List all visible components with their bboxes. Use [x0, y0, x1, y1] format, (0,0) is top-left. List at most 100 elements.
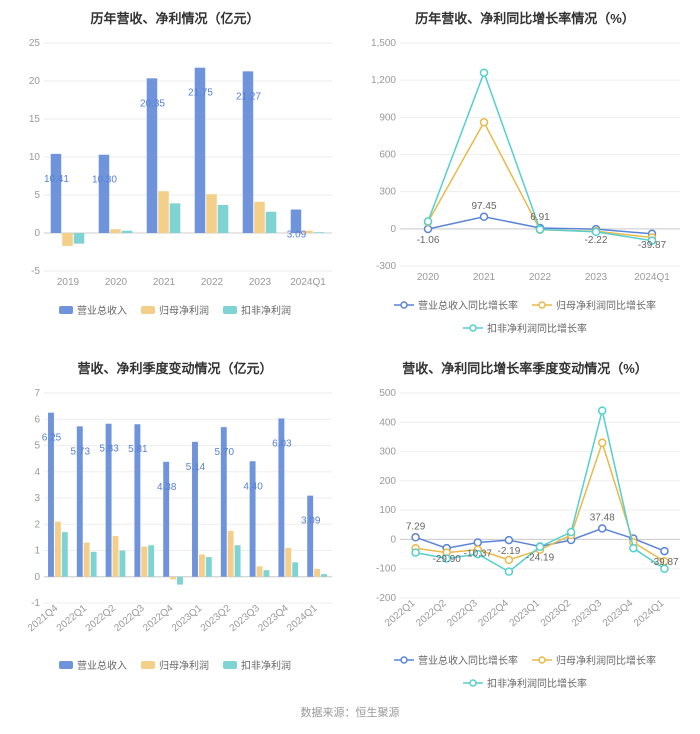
svg-text:2024Q1: 2024Q1	[632, 598, 667, 630]
svg-text:20.35: 20.35	[140, 98, 165, 109]
svg-text:-24.19: -24.19	[526, 553, 555, 564]
svg-text:-39.87: -39.87	[650, 557, 679, 568]
svg-text:2019: 2019	[57, 277, 80, 288]
legend-item: 营业总收入	[59, 302, 127, 317]
data-source-footer: 数据来源：恒生聚源	[0, 700, 700, 720]
svg-text:900: 900	[379, 112, 396, 123]
svg-text:5.81: 5.81	[128, 444, 148, 455]
svg-text:2023Q1: 2023Q1	[508, 598, 543, 630]
svg-text:2021: 2021	[473, 272, 496, 283]
legend-label: 扣非净利润	[241, 302, 291, 317]
svg-text:7.29: 7.29	[406, 521, 426, 532]
legend-swatch	[141, 306, 155, 314]
legend-swatch	[223, 306, 237, 314]
svg-text:2022: 2022	[529, 272, 552, 283]
plot-quarter-bar: -1012345676.252021Q45.732022Q15.832022Q2…	[8, 383, 342, 653]
chart-title: 营收、净利同比增长率季度变动情况（%）	[358, 358, 692, 377]
svg-text:2023Q3: 2023Q3	[228, 603, 263, 635]
svg-text:0: 0	[390, 224, 396, 235]
legend-label: 扣非净利润同比增长率	[487, 320, 587, 335]
svg-text:5.14: 5.14	[186, 462, 206, 473]
svg-text:2023Q1: 2023Q1	[170, 603, 205, 635]
chart-grid: 历年营收、净利情况（亿元） -5051015202510.41201910.30…	[0, 0, 700, 700]
legend-swatch	[141, 661, 155, 669]
legend-item: 归母净利润同比增长率	[532, 297, 656, 312]
svg-text:1: 1	[34, 546, 40, 557]
legend-item: 归母净利润同比增长率	[532, 652, 656, 667]
svg-text:6.91: 6.91	[530, 212, 550, 223]
legend-item: 扣非净利润	[223, 302, 291, 317]
svg-text:2022Q3: 2022Q3	[112, 603, 147, 635]
svg-text:2023Q4: 2023Q4	[601, 598, 636, 630]
chart-title: 历年营收、净利同比增长率情况（%）	[358, 8, 692, 27]
legend-item: 营业总收入同比增长率	[394, 297, 518, 312]
svg-text:-2.22: -2.22	[585, 235, 608, 246]
legend-item: 扣非净利润同比增长率	[463, 675, 587, 690]
legend-swatch	[223, 661, 237, 669]
svg-text:2023: 2023	[585, 272, 608, 283]
svg-text:10.30: 10.30	[92, 175, 117, 186]
legend-line-icon	[394, 300, 414, 310]
svg-text:2023: 2023	[249, 277, 272, 288]
svg-text:4.38: 4.38	[157, 482, 177, 493]
svg-text:1,200: 1,200	[371, 75, 396, 86]
svg-text:3.09: 3.09	[301, 516, 321, 527]
legend-annual-growth: 营业总收入同比增长率归母净利润同比增长率扣非净利润同比增长率	[358, 297, 692, 335]
chart-title: 历年营收、净利情况（亿元）	[8, 8, 342, 27]
svg-text:5.70: 5.70	[215, 447, 235, 458]
svg-text:2024Q1: 2024Q1	[290, 277, 326, 288]
svg-text:15: 15	[29, 114, 41, 125]
svg-text:300: 300	[379, 447, 396, 458]
svg-text:5: 5	[34, 190, 40, 201]
svg-text:-2.19: -2.19	[497, 546, 520, 557]
plot-quarter-growth: -200-10001002003004005007.292022Q1-29.90…	[358, 383, 692, 648]
svg-text:-10.37: -10.37	[464, 548, 493, 559]
legend-label: 扣非净利润	[241, 657, 291, 672]
svg-text:25: 25	[29, 38, 41, 49]
svg-text:2022Q4: 2022Q4	[476, 598, 511, 630]
panel-quarter-bar: 营收、净利季度变动情况（亿元） -1012345676.252021Q45.73…	[0, 350, 350, 700]
svg-text:2023Q3: 2023Q3	[570, 598, 605, 630]
legend-label: 营业总收入同比增长率	[418, 297, 518, 312]
svg-text:4: 4	[34, 467, 40, 478]
svg-text:5: 5	[34, 441, 40, 452]
svg-text:2023Q2: 2023Q2	[539, 598, 574, 630]
panel-annual-bar: 历年营收、净利情况（亿元） -5051015202510.41201910.30…	[0, 0, 350, 350]
svg-text:2024Q1: 2024Q1	[634, 272, 670, 283]
svg-text:0: 0	[390, 534, 396, 545]
plot-annual-growth: -30003006009001,2001,500-1.06202097.4520…	[358, 33, 692, 293]
legend-quarter-growth: 营业总收入同比增长率归母净利润同比增长率扣非净利润同比增长率	[358, 652, 692, 690]
chart-title: 营收、净利季度变动情况（亿元）	[8, 358, 342, 377]
svg-text:3: 3	[34, 493, 40, 504]
svg-text:1,500: 1,500	[371, 38, 396, 49]
svg-text:2020: 2020	[417, 272, 440, 283]
svg-text:-200: -200	[376, 593, 396, 604]
svg-text:2021: 2021	[153, 277, 176, 288]
svg-text:97.45: 97.45	[471, 201, 496, 212]
svg-text:-29.90: -29.90	[432, 554, 461, 565]
svg-text:2023Q2: 2023Q2	[199, 603, 234, 635]
legend-label: 营业总收入	[77, 302, 127, 317]
svg-text:-1: -1	[31, 598, 40, 609]
svg-text:3.09: 3.09	[287, 230, 307, 241]
legend-line-icon	[532, 300, 552, 310]
svg-text:6: 6	[34, 414, 40, 425]
legend-label: 归母净利润同比增长率	[556, 652, 656, 667]
svg-text:2023Q4: 2023Q4	[256, 603, 291, 635]
svg-text:2022Q3: 2022Q3	[445, 598, 480, 630]
svg-text:100: 100	[379, 505, 396, 516]
svg-text:0: 0	[34, 572, 40, 583]
svg-text:2020: 2020	[105, 277, 128, 288]
svg-text:37.48: 37.48	[590, 512, 615, 523]
svg-text:6.25: 6.25	[42, 433, 62, 444]
legend-line-icon	[463, 323, 483, 333]
legend-line-icon	[463, 678, 483, 688]
svg-text:5.73: 5.73	[71, 446, 91, 457]
svg-text:10.41: 10.41	[44, 174, 69, 185]
svg-text:2024Q1: 2024Q1	[285, 603, 320, 635]
svg-text:20: 20	[29, 76, 41, 87]
svg-text:2022: 2022	[201, 277, 224, 288]
svg-text:4.40: 4.40	[243, 481, 263, 492]
panel-quarter-growth: 营收、净利同比增长率季度变动情况（%） -200-100010020030040…	[350, 350, 700, 700]
svg-text:-1.06: -1.06	[417, 235, 440, 246]
